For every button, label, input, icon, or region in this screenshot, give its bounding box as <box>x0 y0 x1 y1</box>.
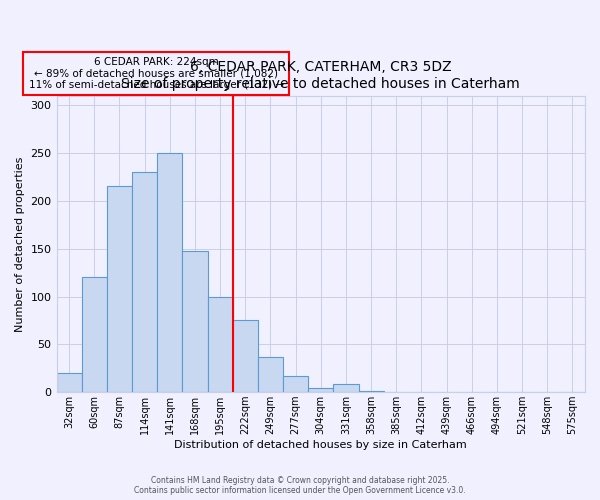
Bar <box>258 357 283 392</box>
Bar <box>132 172 157 392</box>
Text: 6 CEDAR PARK: 224sqm
← 89% of detached houses are smaller (1,082)
11% of semi-de: 6 CEDAR PARK: 224sqm ← 89% of detached h… <box>29 57 284 90</box>
Bar <box>283 376 308 392</box>
Y-axis label: Number of detached properties: Number of detached properties <box>15 156 25 332</box>
Bar <box>233 320 258 392</box>
Bar <box>107 186 132 392</box>
X-axis label: Distribution of detached houses by size in Caterham: Distribution of detached houses by size … <box>175 440 467 450</box>
Bar <box>182 250 208 392</box>
Bar <box>334 384 359 392</box>
Bar <box>82 278 107 392</box>
Title: 6, CEDAR PARK, CATERHAM, CR3 5DZ
Size of property relative to detached houses in: 6, CEDAR PARK, CATERHAM, CR3 5DZ Size of… <box>121 60 520 90</box>
Bar <box>157 153 182 392</box>
Bar <box>359 391 383 392</box>
Bar <box>208 296 233 392</box>
Bar <box>308 388 334 392</box>
Text: Contains HM Land Registry data © Crown copyright and database right 2025.
Contai: Contains HM Land Registry data © Crown c… <box>134 476 466 495</box>
Bar <box>56 373 82 392</box>
